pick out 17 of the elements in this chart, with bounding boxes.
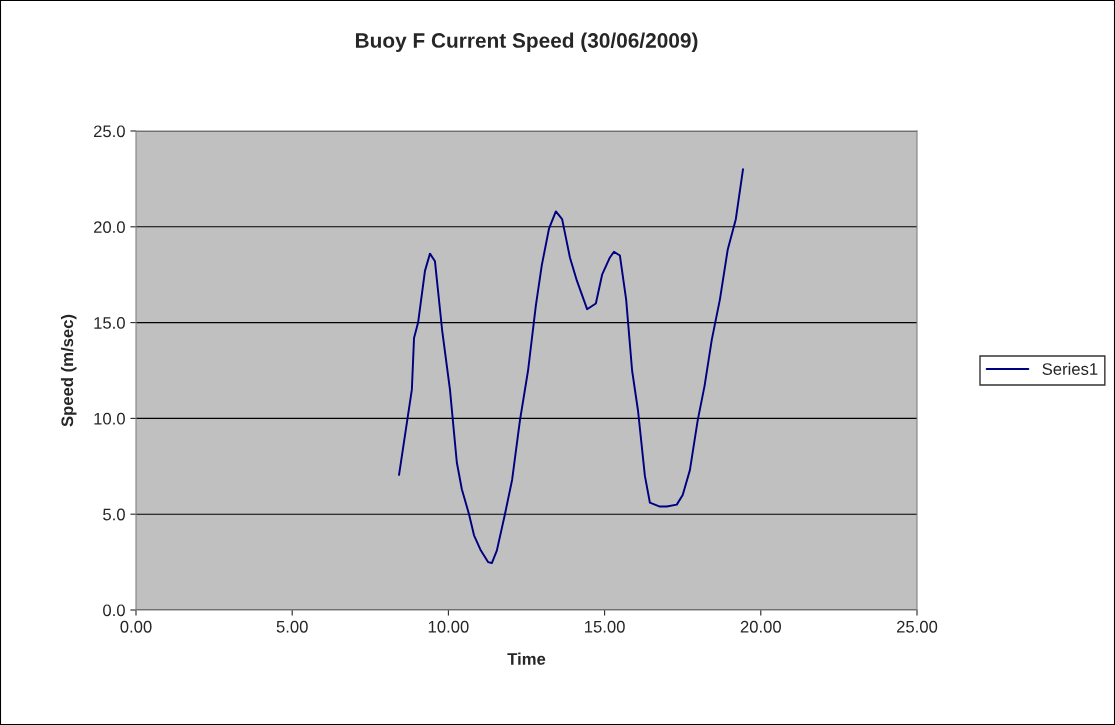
- x-tick-label: 5.00: [276, 620, 308, 633]
- y-tick-label: 10.0: [94, 412, 125, 425]
- x-tick-label: 0.00: [120, 620, 152, 633]
- y-tick-label: 5.0: [103, 508, 125, 521]
- y-tick-label: 15.0: [94, 317, 125, 329]
- chart-title: Buoy F Current Speed (30/06/2009): [355, 32, 698, 52]
- x-tick-label: 20.00: [740, 620, 781, 633]
- x-tick-label: 10.00: [428, 620, 469, 633]
- line-series: [398, 168, 744, 565]
- y-tick-label: 20.0: [93, 221, 125, 233]
- y-tick-label: 0.0: [103, 604, 125, 617]
- y-tick-label: 25.0: [93, 125, 125, 138]
- legend-label: Series1: [1042, 362, 1098, 375]
- x-axis-title: Time: [507, 652, 546, 665]
- x-tick-label: 15.00: [585, 620, 625, 633]
- y-axis-title: Speed (m/sec): [60, 314, 77, 427]
- x-tick-label: 25.00: [896, 620, 938, 633]
